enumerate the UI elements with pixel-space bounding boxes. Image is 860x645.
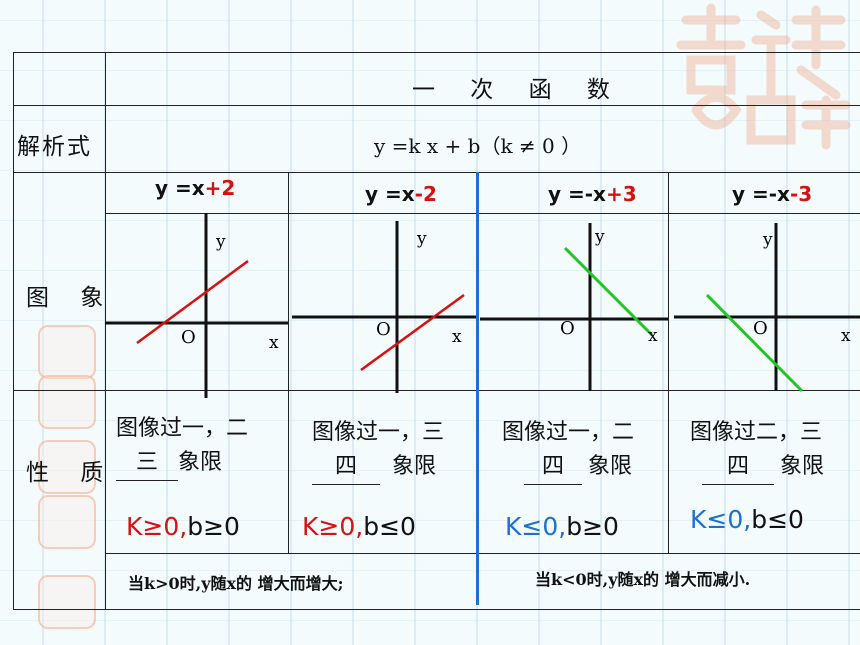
y-axis-label: y [416,229,427,249]
seal-decoration [38,325,96,379]
row-label-graph: 图 象 [26,285,116,311]
col-divider [668,172,669,553]
col-divider [105,52,106,610]
graph-3: y O x [480,213,668,398]
quadrants-first: 图像过一，二 [116,416,249,441]
property-3-quadrants: 图像过一，二 四象限 [502,416,666,485]
row-divider [105,553,860,554]
y-axis-label: y [594,227,605,247]
condition-1: K≥0,b≥0 [126,512,240,541]
quadrant-blank: 四 [312,450,380,485]
x-axis-label: x [841,326,851,346]
quadrant-blank: 三 [116,446,178,481]
origin-label: O [376,319,391,340]
function-4-header: y =-x-3 [732,182,813,206]
quadrant-suffix: 象限 [780,454,825,479]
function-3-header: y =-x+3 [548,182,637,206]
general-formula: y =k x + b（k ≠ 0 ） [374,134,582,158]
x-axis-label: x [269,333,279,353]
row-divider [13,390,860,391]
row-label-analytic: 解析式 [17,134,92,160]
quadrants-first: 图像过二，三 [690,420,823,445]
quadrant-suffix: 象限 [178,450,223,475]
property-4-quadrants: 图像过二，三 四象限 [690,416,860,485]
quadrant-blank: 四 [524,450,582,485]
x-axis-label: x [452,327,462,347]
quadrant-suffix: 象限 [588,454,633,479]
quadrants-first: 图像过一，三 [312,420,445,445]
col-divider [288,172,289,553]
origin-label: O [181,327,196,348]
graph-2: y O x [289,213,476,398]
row-divider [105,213,860,214]
property-1-quadrants: 图像过一，二 三象限 [116,412,286,481]
y-axis-label: y [215,232,226,252]
condition-4: K≤0,b≤0 [690,505,804,534]
origin-label: O [560,318,575,339]
row-label-property: 性 质 [26,460,116,486]
graph-1: y O x [105,213,288,398]
condition-3: K≤0,b≥0 [505,512,619,541]
table-title: 一 次 函 数 [412,77,624,103]
quadrant-blank: 四 [702,450,774,485]
conclusion-negative-k: 当k<0时,y随x的 增大而减小. [535,570,751,589]
linear-function-table [13,52,860,610]
sign-divider [476,172,479,605]
origin-label: O [753,318,768,339]
row-divider [13,105,860,106]
row-divider [13,172,860,173]
seal-decoration [38,495,96,549]
seal-decoration [38,375,96,429]
seal-decoration [38,575,96,629]
property-2-quadrants: 图像过一，三 四象限 [312,416,476,485]
graph-4: y O x [669,213,860,398]
auspicious-seal-watermark [676,3,851,150]
quadrant-suffix: 象限 [392,454,437,479]
conclusion-positive-k: 当k>0时,y随x的 增大而增大; [128,574,344,593]
function-2-header: y =x-2 [365,182,437,206]
y-axis-label: y [762,230,773,250]
seal-decoration [38,440,96,494]
condition-2: K≥0,b≤0 [302,512,416,541]
function-1-header: y =x+2 [155,176,236,200]
quadrants-first: 图像过一，二 [502,420,635,445]
x-axis-label: x [648,326,658,346]
